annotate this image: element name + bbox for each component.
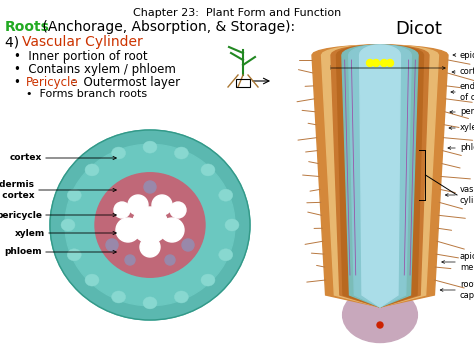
Ellipse shape [85, 274, 99, 286]
Polygon shape [349, 45, 411, 307]
Ellipse shape [174, 291, 188, 303]
Text: phloem: phloem [460, 143, 474, 153]
Ellipse shape [219, 189, 233, 201]
Text: xylem: xylem [460, 124, 474, 132]
Text: Pericycle: Pericycle [26, 76, 79, 89]
Ellipse shape [111, 291, 126, 303]
Text: apical
meristem: apical meristem [460, 252, 474, 272]
Ellipse shape [343, 288, 418, 343]
Ellipse shape [225, 219, 239, 231]
Circle shape [125, 255, 135, 265]
Text: pericycle: pericycle [0, 211, 42, 219]
Polygon shape [321, 45, 438, 307]
Text: root
cap: root cap [460, 280, 474, 300]
Ellipse shape [85, 164, 99, 176]
Circle shape [140, 237, 160, 257]
Text: •: • [14, 76, 28, 89]
Ellipse shape [201, 274, 215, 286]
Ellipse shape [143, 141, 157, 153]
Text: •  Inner portion of root: • Inner portion of root [14, 50, 147, 63]
Text: phloem: phloem [4, 247, 42, 257]
Ellipse shape [61, 219, 75, 231]
Circle shape [152, 195, 172, 215]
Text: pericycle: pericycle [460, 108, 474, 116]
Polygon shape [360, 45, 401, 307]
Text: 4): 4) [5, 35, 24, 49]
Circle shape [116, 218, 140, 242]
Circle shape [160, 218, 184, 242]
Text: (Anchorage, Absorption, & Storage):: (Anchorage, Absorption, & Storage): [38, 20, 295, 34]
Text: root  hair: root hair [330, 64, 368, 72]
Ellipse shape [174, 147, 188, 159]
Text: Dicot: Dicot [395, 20, 442, 38]
Ellipse shape [67, 189, 81, 201]
Text: Roots: Roots [5, 20, 50, 34]
Text: •  Forms branch roots: • Forms branch roots [26, 89, 147, 99]
Ellipse shape [65, 144, 235, 306]
Text: :  Outermost layer: : Outermost layer [72, 76, 180, 89]
Ellipse shape [143, 297, 157, 309]
Text: endodermis
of cortex: endodermis of cortex [460, 82, 474, 102]
Text: cortex: cortex [10, 153, 42, 163]
Circle shape [182, 239, 194, 251]
Text: cortex: cortex [460, 67, 474, 76]
Ellipse shape [95, 173, 205, 277]
Polygon shape [342, 45, 418, 307]
Circle shape [366, 60, 374, 66]
Circle shape [373, 60, 380, 66]
Circle shape [165, 255, 175, 265]
Circle shape [170, 202, 186, 218]
Circle shape [132, 207, 168, 243]
Circle shape [377, 322, 383, 328]
Ellipse shape [201, 164, 215, 176]
Polygon shape [312, 45, 448, 307]
Text: Chapter 23:  Plant Form and Function: Chapter 23: Plant Form and Function [133, 8, 341, 18]
Ellipse shape [50, 130, 250, 320]
Circle shape [144, 181, 156, 193]
Text: vascular
cylinder: vascular cylinder [460, 185, 474, 205]
Polygon shape [331, 45, 429, 307]
Circle shape [381, 60, 388, 66]
Circle shape [128, 195, 148, 215]
Ellipse shape [67, 249, 81, 261]
Text: •  Contains xylem / phloem: • Contains xylem / phloem [14, 63, 176, 76]
Text: Vascular Cylinder: Vascular Cylinder [22, 35, 143, 49]
Ellipse shape [111, 147, 126, 159]
Polygon shape [337, 45, 424, 307]
Circle shape [106, 239, 118, 251]
Circle shape [386, 60, 393, 66]
Text: epidermis: epidermis [460, 50, 474, 60]
Ellipse shape [219, 249, 233, 261]
Circle shape [114, 202, 130, 218]
Text: endodermis
of cortex: endodermis of cortex [0, 180, 35, 200]
Text: xylem: xylem [15, 229, 45, 237]
